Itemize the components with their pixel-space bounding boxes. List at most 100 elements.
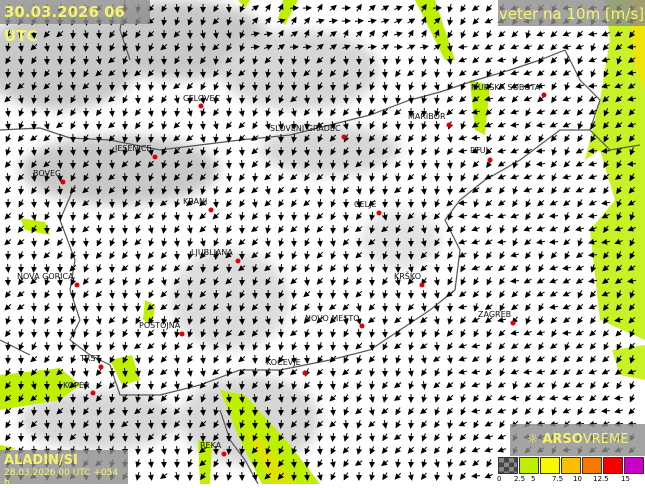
- wind-arrow: [45, 303, 48, 310]
- wind-arrow: [435, 434, 440, 441]
- wind-arrow: [5, 304, 11, 310]
- wind-arrow: [266, 161, 270, 168]
- wind-arrow: [486, 187, 492, 192]
- wind-arrow: [563, 333, 571, 334]
- wind-arrow: [498, 396, 505, 400]
- wind-arrow: [564, 188, 571, 193]
- wind-arrow: [252, 6, 259, 11]
- wind-arrow: [436, 69, 437, 77]
- city-label: PTUJ: [470, 146, 488, 155]
- wind-arrow: [461, 473, 466, 479]
- wind-arrow: [450, 186, 451, 194]
- wind-arrow: [461, 5, 465, 12]
- wind-arrow: [176, 368, 177, 376]
- wind-arrow: [423, 186, 424, 194]
- wind-arrow: [384, 316, 385, 324]
- wind-arrow: [305, 304, 309, 311]
- wind-arrow: [137, 290, 138, 298]
- wind-arrow: [343, 369, 349, 374]
- wind-arrow: [486, 240, 493, 245]
- wind-arrow: [538, 71, 544, 76]
- wind-arrow: [227, 226, 231, 233]
- wind-arrow: [138, 95, 139, 103]
- wind-arrow: [267, 368, 270, 376]
- wind-arrow: [150, 459, 151, 467]
- wind-arrow: [240, 174, 245, 180]
- wind-arrow: [397, 82, 399, 90]
- wind-arrow: [552, 96, 557, 103]
- wind-arrow: [189, 238, 191, 246]
- wind-arrow: [137, 225, 140, 232]
- wind-arrow: [422, 148, 426, 155]
- wind-arrow: [449, 134, 451, 142]
- wind-arrow: [175, 342, 179, 349]
- wind-arrow: [84, 213, 88, 220]
- wind-arrow: [382, 408, 388, 413]
- wind-arrow: [460, 292, 466, 297]
- wind-arrow: [550, 216, 558, 217]
- city-marker: [511, 321, 516, 326]
- wind-arrow: [124, 108, 126, 116]
- wind-arrow: [590, 188, 597, 193]
- wind-arrow: [358, 264, 361, 271]
- wind-arrow: [370, 446, 373, 453]
- wind-arrow: [330, 421, 336, 426]
- wind-arrow: [163, 225, 164, 233]
- wind-arrow: [411, 433, 412, 441]
- wind-arrow: [358, 329, 359, 337]
- wind-arrow: [524, 98, 531, 101]
- wind-arrow: [434, 357, 440, 362]
- wind-arrow: [514, 186, 517, 193]
- wind-arrow: [565, 342, 568, 349]
- wind-arrow: [317, 252, 322, 258]
- wind-arrow: [304, 200, 310, 205]
- wind-arrow: [512, 344, 518, 349]
- wind-arrow: [551, 44, 557, 49]
- wind-arrow: [189, 368, 191, 376]
- wind-arrow: [358, 186, 360, 194]
- wind-arrow: [473, 161, 479, 167]
- wind-arrow: [44, 135, 50, 140]
- wind-arrow: [110, 252, 114, 259]
- wind-arrow: [149, 265, 154, 271]
- wind-arrow: [149, 290, 153, 297]
- wind-arrow: [592, 264, 594, 272]
- wind-arrow: [498, 175, 505, 178]
- wind-arrow: [423, 381, 424, 389]
- wind-arrow: [305, 264, 308, 271]
- wind-arrow: [371, 329, 372, 337]
- wind-arrow: [498, 242, 506, 243]
- wind-arrow: [123, 317, 127, 324]
- wind-arrow: [498, 410, 506, 413]
- city-label: REKA: [200, 441, 222, 450]
- wind-arrow: [578, 135, 582, 142]
- wind-arrow: [448, 447, 453, 453]
- wind-arrow: [422, 173, 425, 180]
- wind-arrow: [576, 383, 583, 387]
- wind-arrow: [163, 108, 165, 116]
- wind-arrow: [371, 95, 372, 103]
- wind-arrow: [6, 291, 11, 297]
- wind-arrow: [34, 199, 35, 207]
- wind-arrow: [475, 303, 477, 311]
- wind-arrow: [292, 265, 296, 272]
- wind-arrow: [267, 121, 269, 129]
- legend-swatch: [603, 457, 623, 474]
- wind-arrow: [420, 46, 428, 48]
- wind-arrow: [319, 433, 320, 441]
- wind-arrow: [447, 382, 453, 387]
- wind-arrow: [20, 342, 23, 349]
- wind-arrow: [563, 33, 570, 36]
- wind-arrow: [576, 344, 583, 348]
- wind-arrow: [460, 188, 467, 192]
- wind-arrow: [177, 108, 178, 116]
- wind-arrow: [358, 108, 359, 116]
- wind-arrow: [525, 344, 532, 348]
- wind-arrow: [163, 446, 164, 454]
- wind-arrow: [46, 329, 47, 337]
- wind-arrow: [592, 43, 595, 50]
- city-label: MARIBOR: [408, 112, 446, 121]
- wind-arrow: [565, 135, 570, 142]
- wind-arrow: [253, 122, 257, 129]
- wind-arrow: [498, 59, 506, 61]
